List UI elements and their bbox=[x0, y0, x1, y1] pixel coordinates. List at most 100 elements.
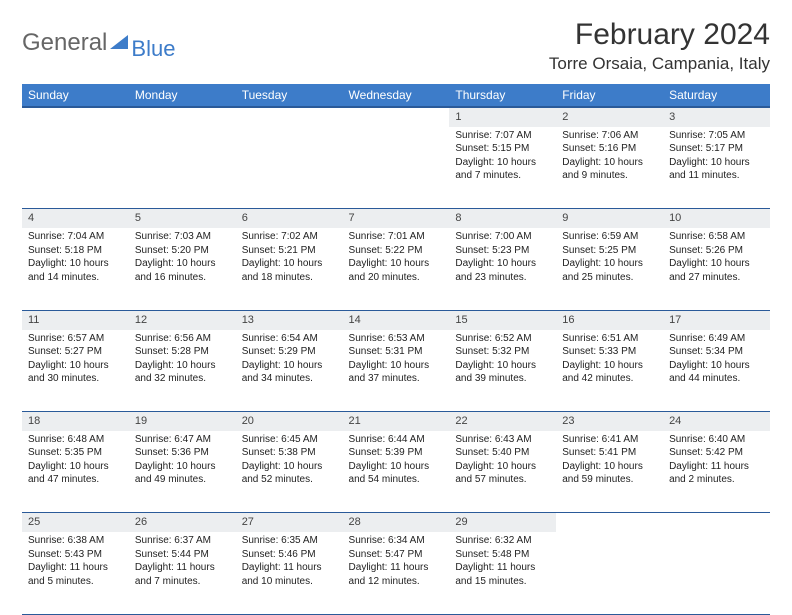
header: General Blue February 2024 Torre Orsaia,… bbox=[22, 18, 770, 74]
day-number-cell: 2 bbox=[556, 107, 663, 127]
day-cell: Sunrise: 6:34 AMSunset: 5:47 PMDaylight:… bbox=[343, 532, 450, 614]
day-cell: Sunrise: 7:03 AMSunset: 5:20 PMDaylight:… bbox=[129, 228, 236, 310]
day-cell: Sunrise: 7:02 AMSunset: 5:21 PMDaylight:… bbox=[236, 228, 343, 310]
sunrise-line: Sunrise: 7:00 AM bbox=[455, 230, 552, 244]
sunset-line: Sunset: 5:15 PM bbox=[455, 142, 552, 156]
month-title: February 2024 bbox=[549, 18, 770, 52]
calendar-table: Sunday Monday Tuesday Wednesday Thursday… bbox=[22, 84, 770, 615]
day-number-cell: 29 bbox=[449, 513, 556, 532]
sunrise-line: Sunrise: 6:54 AM bbox=[242, 332, 339, 346]
day-cell: Sunrise: 7:05 AMSunset: 5:17 PMDaylight:… bbox=[663, 127, 770, 209]
daylight-line: Daylight: 10 hours and 18 minutes. bbox=[242, 257, 339, 284]
day-number-cell bbox=[556, 513, 663, 532]
day-number-cell: 19 bbox=[129, 412, 236, 431]
sunrise-line: Sunrise: 6:47 AM bbox=[135, 433, 232, 447]
daylight-line: Daylight: 10 hours and 47 minutes. bbox=[28, 460, 125, 487]
title-block: February 2024 Torre Orsaia, Campania, It… bbox=[549, 18, 770, 74]
day-number-cell: 11 bbox=[22, 310, 129, 329]
day-cell-body: Sunrise: 6:43 AMSunset: 5:40 PMDaylight:… bbox=[449, 431, 556, 491]
daylight-line: Daylight: 10 hours and 39 minutes. bbox=[455, 359, 552, 386]
sunset-line: Sunset: 5:38 PM bbox=[242, 446, 339, 460]
day-number-cell: 28 bbox=[343, 513, 450, 532]
week-row: Sunrise: 7:07 AMSunset: 5:15 PMDaylight:… bbox=[22, 127, 770, 209]
day-cell-body: Sunrise: 7:00 AMSunset: 5:23 PMDaylight:… bbox=[449, 228, 556, 288]
day-number-cell: 14 bbox=[343, 310, 450, 329]
daylight-line: Daylight: 10 hours and 14 minutes. bbox=[28, 257, 125, 284]
sunrise-line: Sunrise: 6:34 AM bbox=[349, 534, 446, 548]
day-number-cell: 13 bbox=[236, 310, 343, 329]
sunrise-line: Sunrise: 6:44 AM bbox=[349, 433, 446, 447]
daylight-line: Daylight: 10 hours and 16 minutes. bbox=[135, 257, 232, 284]
day-cell-body: Sunrise: 6:57 AMSunset: 5:27 PMDaylight:… bbox=[22, 330, 129, 390]
sunset-line: Sunset: 5:35 PM bbox=[28, 446, 125, 460]
sunrise-line: Sunrise: 7:03 AM bbox=[135, 230, 232, 244]
daylight-line: Daylight: 10 hours and 54 minutes. bbox=[349, 460, 446, 487]
week-row: Sunrise: 6:57 AMSunset: 5:27 PM Daylight:… bbox=[22, 330, 770, 412]
day-cell-body: Sunrise: 6:59 AMSunset: 5:25 PMDaylight:… bbox=[556, 228, 663, 288]
day-cell: Sunrise: 6:58 AMSunset: 5:26 PMDaylight:… bbox=[663, 228, 770, 310]
sunset-line: Sunset: 5:23 PM bbox=[455, 244, 552, 258]
sunrise-line: Sunrise: 6:49 AM bbox=[669, 332, 766, 346]
daynum-row: 123 bbox=[22, 107, 770, 127]
day-number-cell bbox=[343, 107, 450, 127]
day-number-cell: 25 bbox=[22, 513, 129, 532]
daylight-line: Daylight: 10 hours and 34 minutes. bbox=[242, 359, 339, 386]
daynum-row: 11121314151617 bbox=[22, 310, 770, 329]
sunrise-line: Sunrise: 6:59 AM bbox=[562, 230, 659, 244]
daylight-line: Daylight: 10 hours and 7 minutes. bbox=[455, 156, 552, 183]
sunrise-line: Sunrise: 7:05 AM bbox=[669, 129, 766, 143]
day-cell: Sunrise: 6:38 AMSunset: 5:43 PMDaylight:… bbox=[22, 532, 129, 614]
daylight-line: Daylight: 10 hours and 11 minutes. bbox=[669, 156, 766, 183]
day-cell bbox=[236, 127, 343, 209]
day-cell-body: Sunrise: 6:53 AMSunset: 5:31 PMDaylight:… bbox=[343, 330, 450, 390]
daylight-line: Daylight: 10 hours and 9 minutes. bbox=[562, 156, 659, 183]
day-cell: Sunrise: 6:59 AMSunset: 5:25 PMDaylight:… bbox=[556, 228, 663, 310]
sunrise-line: Sunrise: 6:37 AM bbox=[135, 534, 232, 548]
day-number-cell: 21 bbox=[343, 412, 450, 431]
day-cell-body: Sunrise: 6:37 AMSunset: 5:44 PMDaylight:… bbox=[129, 532, 236, 592]
weekday-header: Thursday bbox=[449, 84, 556, 107]
day-cell-body: Sunrise: 6:49 AMSunset: 5:34 PMDaylight:… bbox=[663, 330, 770, 390]
week-row: Sunrise: 6:38 AMSunset: 5:43 PM Daylight:… bbox=[22, 532, 770, 614]
day-cell: Sunrise: 6:48 AMSunset: 5:35 PMDaylight:… bbox=[22, 431, 129, 513]
sunset-line: Sunset: 5:27 PM bbox=[28, 345, 125, 359]
day-cell-body: Sunrise: 6:40 AMSunset: 5:42 PMDaylight:… bbox=[663, 431, 770, 491]
day-number-cell: 4 bbox=[22, 209, 129, 228]
sunrise-line: Sunrise: 6:48 AM bbox=[28, 433, 125, 447]
sunset-line: Sunset: 5:20 PM bbox=[135, 244, 232, 258]
day-cell-body: Sunrise: 6:34 AMSunset: 5:47 PMDaylight:… bbox=[343, 532, 450, 592]
sunrise-line: Sunrise: 6:57 AM bbox=[28, 332, 125, 346]
day-cell-body: Sunrise: 6:45 AMSunset: 5:38 PMDaylight:… bbox=[236, 431, 343, 491]
brand-triangle-icon bbox=[110, 35, 128, 49]
daylight-line: Daylight: 10 hours and 37 minutes. bbox=[349, 359, 446, 386]
day-number-cell: 1 bbox=[449, 107, 556, 127]
day-cell bbox=[663, 532, 770, 614]
day-cell-body: Sunrise: 6:35 AMSunset: 5:46 PMDaylight:… bbox=[236, 532, 343, 592]
sunset-line: Sunset: 5:32 PM bbox=[455, 345, 552, 359]
day-cell-body: Sunrise: 6:54 AMSunset: 5:29 PMDaylight:… bbox=[236, 330, 343, 390]
day-cell-body: Sunrise: 7:07 AMSunset: 5:15 PMDaylight:… bbox=[449, 127, 556, 187]
sunset-line: Sunset: 5:42 PM bbox=[669, 446, 766, 460]
sunrise-line: Sunrise: 7:06 AM bbox=[562, 129, 659, 143]
day-number-cell: 3 bbox=[663, 107, 770, 127]
sunrise-line: Sunrise: 6:38 AM bbox=[28, 534, 125, 548]
day-cell: Sunrise: 7:06 AMSunset: 5:16 PMDaylight:… bbox=[556, 127, 663, 209]
day-cell: Sunrise: 6:56 AMSunset: 5:28 PMDaylight:… bbox=[129, 330, 236, 412]
daylight-line: Daylight: 10 hours and 32 minutes. bbox=[135, 359, 232, 386]
day-number-cell: 12 bbox=[129, 310, 236, 329]
sunrise-line: Sunrise: 6:56 AM bbox=[135, 332, 232, 346]
day-cell: Sunrise: 6:41 AMSunset: 5:41 PMDaylight:… bbox=[556, 431, 663, 513]
sunset-line: Sunset: 5:43 PM bbox=[28, 548, 125, 562]
day-cell: Sunrise: 6:40 AMSunset: 5:42 PMDaylight:… bbox=[663, 431, 770, 513]
daylight-line: Daylight: 11 hours and 7 minutes. bbox=[135, 561, 232, 588]
daynum-row: 18192021222324 bbox=[22, 412, 770, 431]
day-number-cell: 20 bbox=[236, 412, 343, 431]
sunrise-line: Sunrise: 6:32 AM bbox=[455, 534, 552, 548]
day-number-cell: 7 bbox=[343, 209, 450, 228]
day-cell-body: Sunrise: 6:47 AMSunset: 5:36 PMDaylight:… bbox=[129, 431, 236, 491]
day-cell: Sunrise: 7:00 AMSunset: 5:23 PMDaylight:… bbox=[449, 228, 556, 310]
weekday-header: Friday bbox=[556, 84, 663, 107]
day-number-cell: 26 bbox=[129, 513, 236, 532]
location-label: Torre Orsaia, Campania, Italy bbox=[549, 54, 770, 74]
day-number-cell: 16 bbox=[556, 310, 663, 329]
